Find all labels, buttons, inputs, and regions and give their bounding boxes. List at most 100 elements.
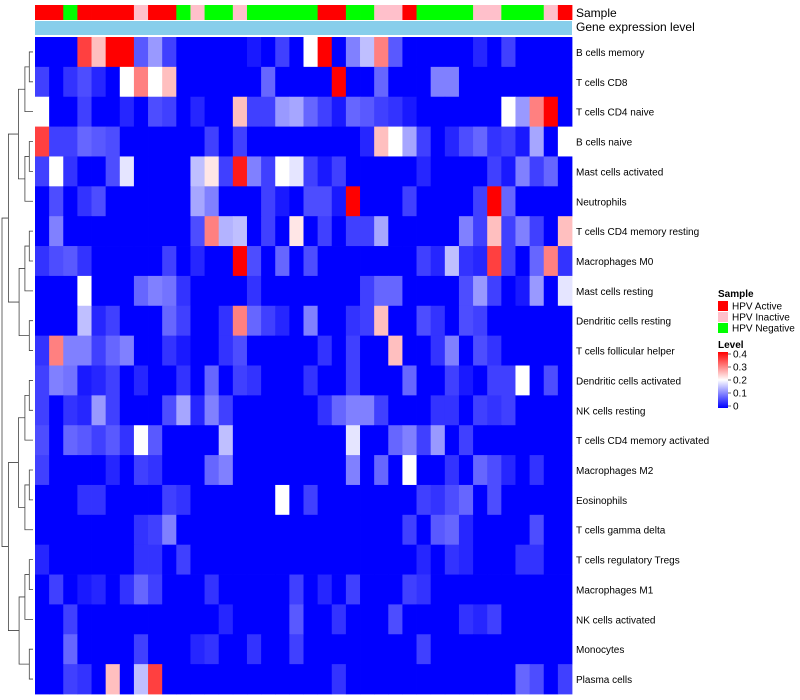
heatmap-cell [218, 425, 234, 456]
heatmap-cell [162, 66, 177, 98]
heatmap-cell [35, 66, 50, 98]
heatmap-cell [105, 216, 121, 247]
heatmap-cell [119, 664, 135, 695]
heatmap-cell [204, 305, 220, 337]
heatmap-cell [232, 574, 248, 605]
heatmap-cell [317, 126, 333, 157]
heatmap-cell [190, 96, 205, 127]
heatmap-cell [218, 66, 234, 98]
heatmap-cell [543, 335, 559, 366]
heatmap-cell [148, 634, 163, 665]
heatmap-cell [303, 455, 319, 486]
heatmap-cell [105, 275, 121, 307]
heatmap-cell [303, 66, 319, 98]
heatmap-cell [345, 96, 361, 127]
heatmap-cell [430, 574, 446, 605]
heatmap-cell [204, 544, 220, 575]
heatmap-cell [204, 66, 220, 98]
sample-annotation-cell [303, 5, 319, 20]
heatmap-cell [246, 664, 262, 695]
heatmap-cell [303, 275, 319, 307]
heatmap-cell [374, 634, 389, 665]
heatmap-cell [388, 425, 403, 456]
heatmap-cell [515, 425, 530, 456]
heatmap-cell [501, 425, 516, 456]
heatmap-cell [275, 126, 290, 157]
heatmap-cell [148, 216, 163, 247]
heatmap-cell [345, 335, 361, 366]
heatmap-cell [232, 604, 248, 635]
row-label: T cells gamma delta [576, 526, 666, 537]
heatmap-cell [63, 186, 78, 217]
heatmap-cell [388, 37, 403, 68]
heatmap-cell [473, 514, 488, 546]
heatmap-cell [360, 186, 375, 217]
heatmap-cell [317, 96, 333, 127]
heatmap-cell [261, 455, 276, 486]
heatmap-cell [345, 186, 361, 217]
heatmap-cell [374, 37, 389, 68]
heatmap-cell [303, 96, 319, 127]
heatmap-cell [275, 96, 290, 127]
heatmap-cell [543, 216, 559, 247]
heatmap-cell [246, 66, 262, 98]
heatmap-cell [543, 37, 559, 68]
heatmap-cell [501, 664, 516, 695]
heatmap-cell [374, 66, 389, 98]
heatmap-cell [345, 126, 361, 157]
heatmap-cell [473, 395, 488, 426]
heatmap-cell [487, 335, 502, 366]
heatmap-cell [275, 455, 290, 486]
heatmap-cell [331, 514, 347, 546]
heatmap-cell [501, 66, 516, 98]
heatmap-cell [232, 186, 248, 217]
sample-annotation-cell [119, 5, 135, 20]
heatmap-cell [458, 275, 474, 307]
heatmap-cell [133, 275, 149, 307]
heatmap-cell [204, 186, 220, 217]
level-tick-label: 0.4 [733, 350, 747, 361]
heatmap-cell [416, 335, 432, 366]
heatmap-cell [190, 634, 205, 665]
heatmap-cell [458, 484, 474, 516]
heatmap-cell [388, 544, 403, 575]
row-label: T cells CD4 memory resting [576, 227, 699, 238]
heatmap-cell [204, 604, 220, 635]
heatmap-cell [360, 126, 375, 157]
heatmap-cell [402, 305, 417, 337]
heatmap-cell [162, 186, 177, 217]
heatmap-cell [345, 216, 361, 247]
heatmap-cell [176, 365, 191, 396]
heatmap-cell [91, 455, 107, 486]
heatmap-cell [303, 425, 319, 456]
heatmap-cell [529, 574, 545, 605]
sample-annotation-cell [317, 5, 333, 20]
heatmap-cell [345, 37, 361, 68]
heatmap-cell [557, 484, 573, 516]
heatmap-cell [487, 664, 502, 695]
heatmap-cell [63, 126, 78, 157]
sample-annotation-cell [402, 5, 417, 20]
heatmap-cell [289, 186, 304, 217]
heatmap-cell [63, 634, 78, 665]
heatmap-cell [218, 484, 234, 516]
sample-annotation-cell [458, 5, 474, 20]
row-labels: B cells memory T cells CD8 T cells CD4 nai… [576, 48, 709, 686]
heatmap-cell [105, 156, 121, 187]
sample-annotation-cell [501, 5, 516, 20]
heatmap-cell [176, 455, 191, 486]
heatmap-cell [91, 425, 107, 456]
heatmap-cell [176, 246, 191, 277]
heatmap-cell [557, 455, 573, 486]
heatmap-cell [246, 484, 262, 516]
heatmap-cell [162, 275, 177, 307]
heatmap-cell [190, 574, 205, 605]
heatmap-cell [148, 37, 163, 68]
heatmap-cell [331, 425, 347, 456]
heatmap-cell [416, 96, 432, 127]
sample-annotation-cell [35, 5, 50, 20]
row-label: Macrophages M1 [576, 586, 654, 597]
row-label: Mast cells resting [576, 287, 653, 298]
sample-annotation-bar [35, 5, 573, 20]
heatmap-cell [119, 156, 135, 187]
